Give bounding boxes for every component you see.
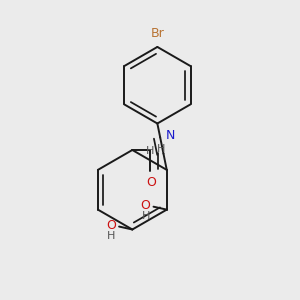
Text: O: O (106, 219, 116, 232)
Text: Br: Br (151, 28, 164, 40)
Text: O: O (141, 199, 151, 212)
Text: H: H (107, 231, 116, 241)
Text: O: O (146, 176, 156, 189)
Text: N: N (166, 129, 175, 142)
Text: H: H (142, 211, 150, 221)
Text: H: H (146, 146, 154, 156)
Text: H: H (157, 143, 165, 154)
